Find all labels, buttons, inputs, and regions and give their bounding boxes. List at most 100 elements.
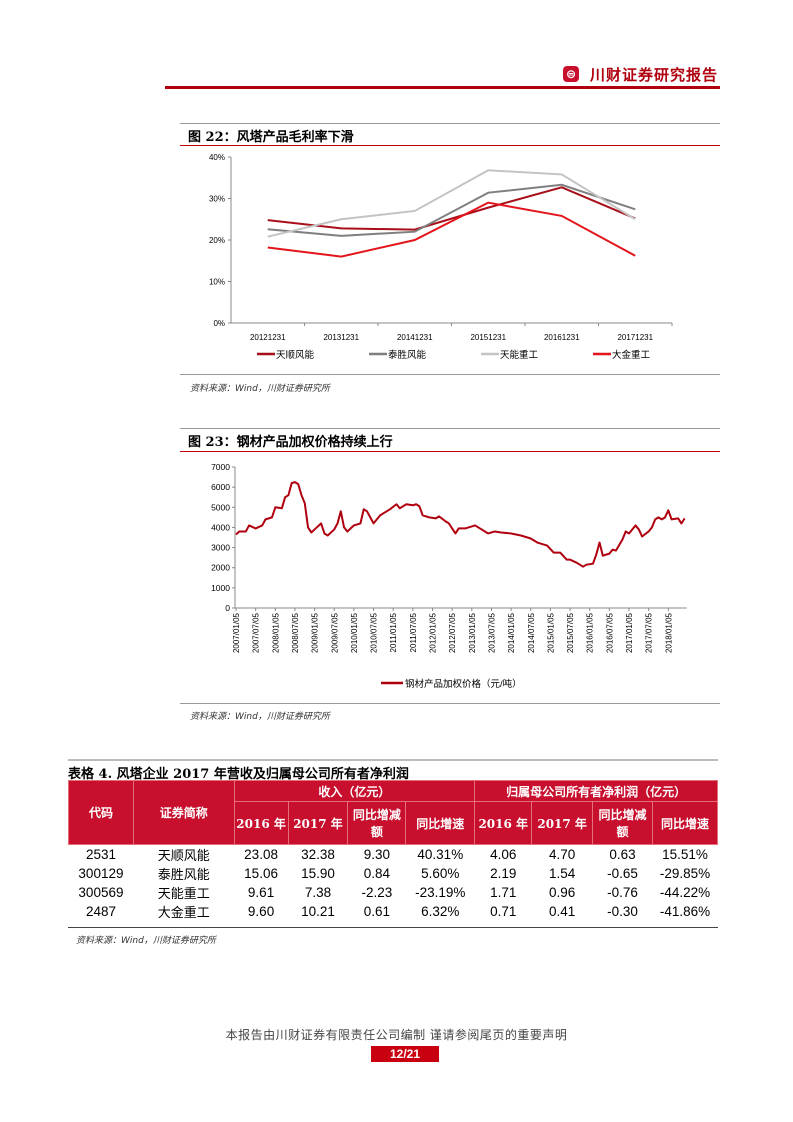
x-tick-label: 20131231 bbox=[323, 333, 359, 342]
table-cell: 2487 bbox=[85, 904, 116, 919]
group-header-revenue: 收入（亿元） bbox=[233, 780, 476, 802]
table-cell: 天能重工 bbox=[157, 887, 210, 902]
x-tick-label: 2017/01/05 bbox=[625, 612, 634, 653]
x-tick-label: 2009/07/05 bbox=[330, 612, 339, 653]
figure22-chart: 0% 10% 20% 30% 40% 20121231 20131231 20141231 20… bbox=[209, 153, 673, 361]
x-tick-label: 2015/01/05 bbox=[546, 612, 555, 653]
legend-label: 大金重工 bbox=[612, 349, 651, 361]
x-tick-label: 2012/07/05 bbox=[448, 612, 457, 653]
x-tick-label: 2018/01/05 bbox=[664, 612, 673, 653]
x-tick-label: 2014/01/05 bbox=[507, 612, 516, 653]
page-number: 12/21 bbox=[371, 1046, 439, 1062]
table-row: 2487 大金重工 9.60 10.21 0.61 6.32% 0.71 0.41 -0.30 -… bbox=[69, 902, 718, 921]
series-line-大金重工 bbox=[267, 201, 636, 258]
table4-bottom-rule bbox=[68, 927, 718, 928]
table-cell: 0.41 bbox=[549, 904, 576, 919]
table-cell: 天顺风能 bbox=[157, 849, 210, 864]
sub-header: 同比增速 bbox=[405, 801, 476, 845]
table4-top-rule bbox=[68, 759, 718, 761]
y-tick-label: 3000 bbox=[211, 543, 230, 553]
x-tick-label: 2012/01/05 bbox=[429, 612, 438, 653]
table-cell: 300129 bbox=[78, 866, 124, 881]
col-header-code: 代码 bbox=[68, 780, 134, 845]
header-divider bbox=[165, 86, 720, 89]
x-tick-label: 20161231 bbox=[544, 333, 580, 342]
x-tick-label: 2011/01/05 bbox=[389, 612, 398, 652]
y-tick-label: 20% bbox=[209, 236, 225, 245]
figure22-bottom-rule bbox=[180, 374, 720, 375]
x-tick-label: 20151231 bbox=[470, 333, 506, 342]
col-header-name: 证券简称 bbox=[132, 780, 235, 845]
y-tick-label: 2000 bbox=[211, 563, 230, 573]
table-cell: 9.61 bbox=[247, 885, 275, 900]
table-cell: 15.51% bbox=[662, 847, 708, 862]
table-cell: 0.84 bbox=[363, 866, 391, 881]
table-cell: 泰胜风能 bbox=[157, 868, 210, 883]
table-cell: 1.71 bbox=[490, 885, 517, 900]
x-tick-label: 2008/07/05 bbox=[291, 612, 300, 653]
table4: 代码 证券简称 收入（亿元） 归属母公司所有者净利润（亿元） 2016 年 201… bbox=[68, 780, 719, 921]
table-cell: 2.19 bbox=[490, 866, 517, 881]
x-tick-label: 2010/07/05 bbox=[370, 612, 379, 653]
y-tick-label: 30% bbox=[209, 195, 225, 204]
table-cell: 15.06 bbox=[244, 866, 278, 881]
table-cell: 0.71 bbox=[490, 904, 517, 919]
table-cell: -0.65 bbox=[607, 866, 638, 881]
figure23-top-rule bbox=[180, 428, 720, 429]
y-tick-label: 1000 bbox=[211, 583, 230, 593]
x-tick-label: 2014/07/05 bbox=[527, 612, 536, 653]
header-brand: 川财证券研究报告 bbox=[590, 66, 719, 84]
table-cell: 4.06 bbox=[490, 847, 517, 862]
series-line-天能重工 bbox=[267, 169, 636, 238]
x-tick-label: 2011/07/05 bbox=[409, 612, 418, 652]
figure23-source: 资料来源：Wind，川财证券研究所 bbox=[190, 712, 330, 722]
table-cell: 大金重工 bbox=[157, 906, 210, 921]
table-cell: 15.90 bbox=[301, 866, 335, 881]
figure22-title-rule bbox=[180, 145, 720, 146]
table-cell: -0.76 bbox=[607, 885, 638, 900]
table-row: 300129 泰胜风能 15.06 15.90 0.84 5.60% 2.19 1.54 -0.… bbox=[69, 864, 718, 883]
figure23-chart: 0 1000 2000 3000 4000 5000 6000 7000 2007/01/05 2… bbox=[211, 462, 687, 690]
y-tick-label: 10% bbox=[209, 278, 225, 287]
figure22-title: 图 22：风塔产品毛利率下滑 bbox=[188, 130, 354, 145]
x-tick-label: 2009/01/05 bbox=[311, 612, 320, 653]
table-cell: -41.86% bbox=[659, 904, 711, 919]
table4-title: 表格 4. 风塔企业 2017 年营收及归属母公司所有者净利润 bbox=[68, 767, 409, 782]
x-tick-label: 2013/01/05 bbox=[468, 612, 477, 653]
table-cell: -29.85% bbox=[659, 866, 711, 881]
y-tick-label: 40% bbox=[209, 153, 225, 162]
x-tick-label: 2007/07/05 bbox=[252, 612, 261, 653]
table-cell: -2.23 bbox=[361, 885, 393, 900]
table-cell: 0.61 bbox=[363, 904, 391, 919]
legend-label: 天顺风能 bbox=[276, 349, 315, 361]
x-tick-label: 2016/01/05 bbox=[586, 612, 595, 653]
x-tick-label: 2010/01/05 bbox=[350, 612, 359, 653]
y-tick-label: 4000 bbox=[211, 522, 230, 532]
figure22-top-rule bbox=[180, 123, 720, 124]
x-tick-label: 2013/07/05 bbox=[487, 612, 496, 653]
x-tick-label: 2015/07/05 bbox=[566, 612, 575, 653]
table-cell: 10.21 bbox=[301, 904, 335, 919]
sub-header: 同比增减额 bbox=[347, 801, 407, 845]
y-tick-label: 6000 bbox=[211, 482, 230, 492]
x-tick-label: 2008/01/05 bbox=[271, 612, 280, 653]
legend-label: 泰胜风能 bbox=[388, 349, 427, 361]
legend-label: 天能重工 bbox=[500, 349, 539, 361]
table-cell: 9.60 bbox=[247, 904, 275, 919]
y-tick-label: 5000 bbox=[211, 502, 230, 512]
table-cell: -44.22% bbox=[659, 885, 711, 900]
figure22-source: 资料来源：Wind，川财证券研究所 bbox=[190, 384, 330, 394]
table-row: 2531 天顺风能 23.08 32.38 9.30 40.31% 4.06 4.70 0.63… bbox=[69, 845, 718, 864]
sub-header: 2016 年 bbox=[233, 801, 289, 845]
table-cell: -0.30 bbox=[607, 904, 638, 919]
x-tick-label: 20171231 bbox=[617, 333, 653, 342]
series-line-天顺风能 bbox=[267, 186, 636, 231]
sub-header: 2017 年 bbox=[287, 801, 349, 845]
table-row: 300569 天能重工 9.61 7.38 -2.23 -23.19% 1.71 0.96 -0… bbox=[69, 883, 718, 902]
table-cell: 40.31% bbox=[417, 847, 464, 862]
table-cell: 7.38 bbox=[304, 885, 332, 900]
sub-header: 2017 年 bbox=[531, 801, 594, 845]
table-cell: 0.63 bbox=[609, 847, 636, 862]
